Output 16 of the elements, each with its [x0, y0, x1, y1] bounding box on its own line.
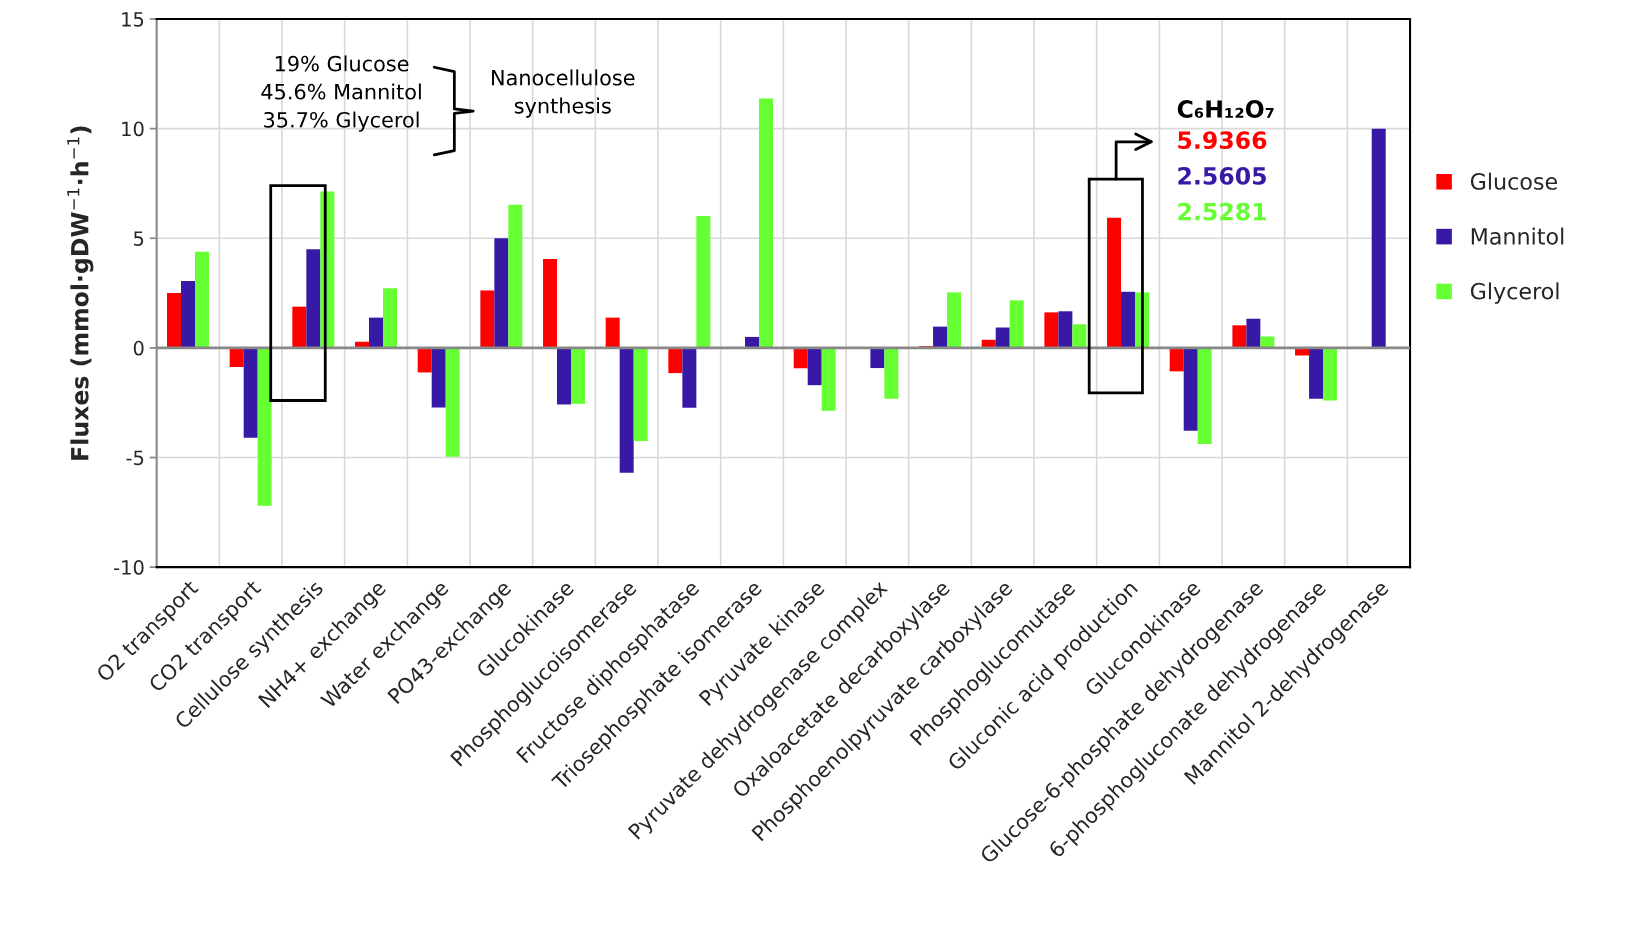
annotation: 2.5605 [1178, 166, 1266, 185]
annotation: Nanocellulose synthesis [492, 69, 635, 118]
y-tick-label: 10 [122, 121, 144, 137]
y-axis-title: Fluxes (mmol·gDW$^{−1}$·h$^{−1}$) [67, 126, 94, 460]
y-tick-label: 15 [122, 12, 144, 27]
legend-label: Mannitol [1471, 227, 1564, 245]
y-tick-label: 0 [133, 340, 144, 356]
annotation: 5.9366 [1178, 131, 1267, 150]
y-tick-label: -5 [126, 450, 144, 466]
y-tick-label: -10 [114, 560, 144, 575]
annotation: 19% Glucose 45.6% Mannitol 35.7% Glycerol [261, 55, 421, 132]
legend-label: Glycerol [1470, 282, 1559, 304]
annotation: 2.5281 [1178, 202, 1266, 221]
annotation: C₆H₁₂O₇ [1177, 100, 1274, 118]
legend-label: Glucose [1470, 172, 1558, 190]
y-tick-label: 5 [134, 231, 144, 246]
